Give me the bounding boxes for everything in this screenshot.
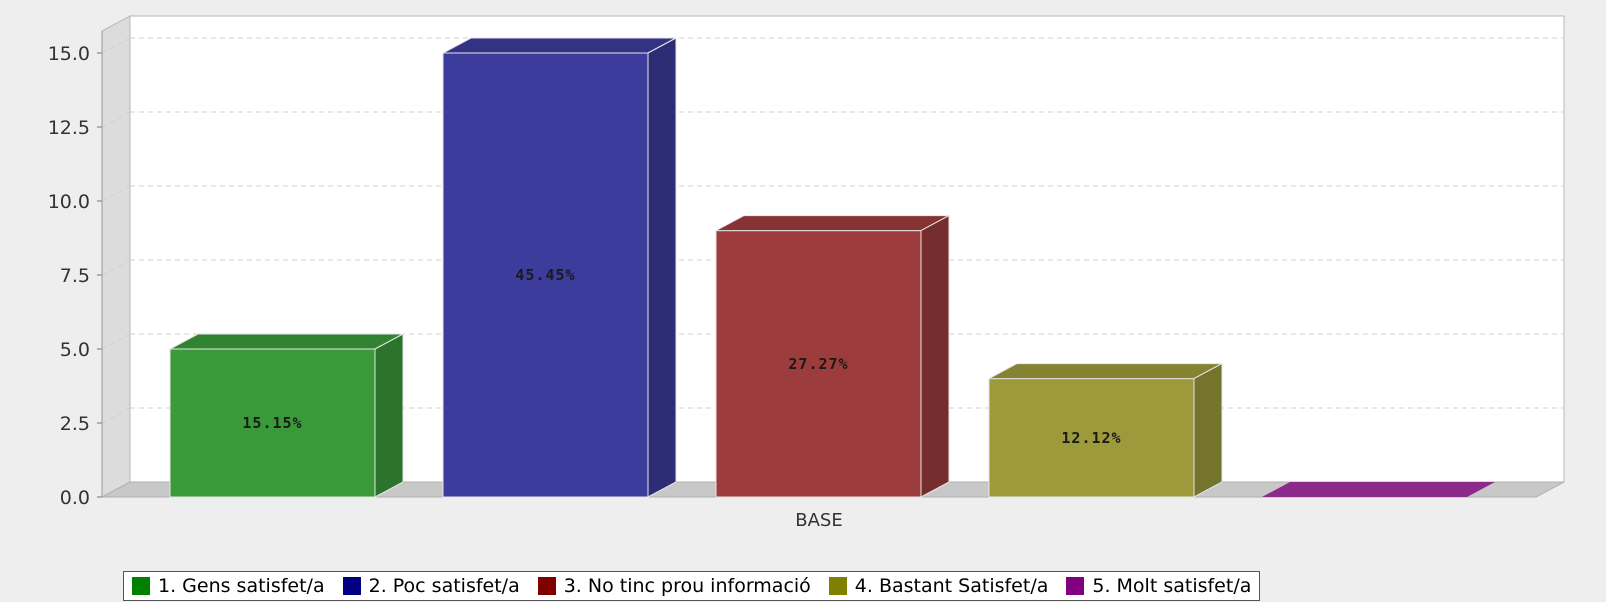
bar-top [715, 215, 950, 232]
y-tick-label: 15.0 [48, 43, 90, 65]
side-wall [101, 15, 131, 498]
legend-label-4: 4. Bastant Satisfet/a [854, 575, 1049, 597]
data-label: 15.15% [242, 414, 302, 432]
y-tick-label: 5.0 [60, 339, 90, 361]
data-labels: 15.15% 45.45% 27.27% 12.12% [242, 266, 1121, 447]
legend-item-1: 1. Gens satisfet/a [132, 575, 325, 597]
legend-item-3: 3. No tinc prou informació [537, 575, 811, 597]
bar-side [1193, 362, 1223, 498]
bar-front [169, 348, 376, 498]
legend-label-3: 3. No tinc prou informació [563, 575, 811, 597]
legend-item-5: 5. Molt satisfet/a [1066, 575, 1251, 597]
bar-top [442, 37, 677, 54]
legend: 1. Gens satisfet/a 2. Poc satisfet/a 3. … [123, 571, 1261, 601]
bar-side [374, 333, 404, 498]
legend-label-1: 1. Gens satisfet/a [158, 575, 325, 597]
y-tick-label: 2.5 [60, 413, 90, 435]
legend-swatch-3 [537, 577, 556, 595]
bars [169, 37, 1495, 498]
bar-top [169, 333, 404, 350]
legend-item-4: 4. Bastant Satisfet/a [828, 575, 1049, 597]
legend-label-2: 2. Poc satisfet/a [368, 575, 520, 597]
bar-side [647, 37, 677, 498]
bar-top [988, 363, 1223, 380]
legend-swatch-5 [1066, 577, 1085, 595]
y-axis: 0.0 2.5 5.0 7.5 10.0 12.5 15.0 [48, 31, 103, 509]
legend-label-5: 5. Molt satisfet/a [1092, 575, 1252, 597]
data-label: 45.45% [515, 266, 575, 284]
legend-swatch-2 [342, 577, 361, 595]
y-tick-label: 0.0 [60, 487, 90, 509]
legend-item-2: 2. Poc satisfet/a [342, 575, 520, 597]
data-label: 27.27% [788, 355, 848, 373]
legend-swatch-1 [132, 577, 150, 595]
x-axis: BASE [795, 510, 842, 531]
bar-front [988, 378, 1195, 498]
y-tick-label: 7.5 [60, 265, 90, 287]
y-tick-label: 12.5 [48, 117, 90, 139]
legend-swatch-4 [828, 577, 847, 595]
bar-front [442, 52, 649, 498]
data-label: 12.12% [1061, 429, 1121, 447]
bar-side [920, 214, 950, 498]
y-tick-label: 10.0 [48, 191, 90, 213]
x-category-label: BASE [795, 510, 842, 531]
bar-top [1262, 482, 1495, 497]
bar-front [715, 230, 922, 498]
